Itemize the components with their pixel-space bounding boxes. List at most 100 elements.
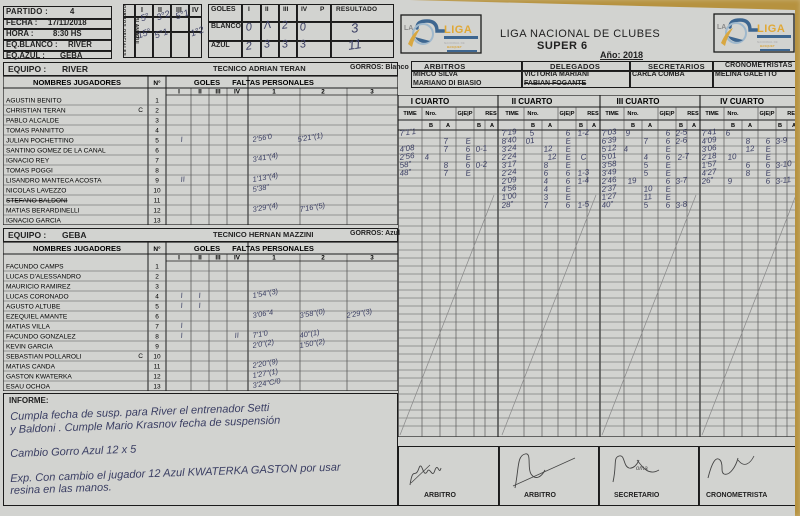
svg-text:7: 7: [155, 158, 159, 165]
svg-text:3'29"(4): 3'29"(4): [252, 201, 279, 214]
svg-text:2'29"(3): 2'29"(3): [345, 307, 373, 321]
svg-text:MATIAS VILLA: MATIAS VILLA: [6, 324, 50, 331]
svg-text:RES: RES: [687, 111, 699, 117]
svg-text:GOLES: GOLES: [194, 78, 220, 87]
svg-text:LIGA: LIGA: [757, 23, 785, 35]
svg-text:RES: RES: [485, 111, 497, 117]
svg-text:Nro.: Nro.: [727, 111, 739, 117]
svg-text:N°: N°: [153, 245, 161, 253]
svg-text:8: 8: [155, 334, 159, 341]
svg-text:2-6: 2-6: [674, 135, 688, 146]
svg-text:LISANDRO MANTECA ACOSTA: LISANDRO MANTECA ACOSTA: [6, 178, 102, 185]
svg-text:2-7: 2-7: [676, 151, 690, 162]
svg-text:40": 40": [601, 199, 615, 210]
svg-text:I CUARTO: I CUARTO: [411, 97, 450, 106]
svg-text:I: I: [180, 331, 183, 340]
svg-text:6: 6: [155, 314, 159, 321]
svg-text:Nro.: Nro.: [527, 111, 539, 117]
svg-text:C: C: [138, 353, 143, 360]
svg-text:5'38": 5'38": [252, 182, 270, 194]
svg-text:3: 3: [370, 255, 374, 262]
svg-text:TIME: TIME: [505, 111, 519, 117]
svg-text:5: 5: [155, 304, 159, 311]
svg-text:GOLES: GOLES: [194, 244, 220, 253]
svg-text:5: 5: [155, 138, 159, 145]
svg-text:A: A: [446, 123, 450, 129]
svg-text:4: 4: [155, 128, 159, 135]
svg-text:B: B: [477, 123, 481, 129]
svg-text:II CUARTO: II CUARTO: [512, 97, 553, 106]
svg-text:Nro.: Nro.: [627, 111, 639, 117]
svg-text:MATIAS BERARDINELLI: MATIAS BERARDINELLI: [6, 208, 80, 215]
svg-text:4: 4: [155, 294, 159, 301]
svg-text:I: I: [180, 291, 183, 300]
svg-text:3: 3: [155, 118, 159, 125]
svg-text:IV CUARTO: IV CUARTO: [720, 97, 764, 106]
svg-text:3: 3: [155, 284, 159, 291]
svg-text:13: 13: [153, 218, 161, 225]
svg-text:RES: RES: [587, 111, 599, 117]
svg-text:1: 1: [155, 264, 159, 271]
svg-text:II: II: [180, 174, 185, 183]
svg-text:3-9: 3-9: [775, 135, 788, 146]
svg-text:3'58"(0): 3'58"(0): [299, 307, 326, 320]
svg-text:G|E|P: G|E|P: [560, 111, 575, 117]
svg-text:IV: IV: [234, 255, 241, 262]
svg-text:2: 2: [321, 255, 325, 262]
svg-text:E: E: [465, 168, 472, 178]
svg-text:12: 12: [153, 208, 161, 215]
svg-text:3'06"4: 3'06"4: [252, 307, 274, 319]
svg-text:28": 28": [500, 199, 515, 210]
svg-text:1: 1: [272, 255, 276, 262]
svg-text:TIME: TIME: [705, 111, 719, 117]
svg-text:I: I: [180, 321, 183, 330]
svg-text:12: 12: [153, 374, 161, 381]
svg-text:IGNACIO REY: IGNACIO REY: [6, 158, 50, 165]
svg-text:AGUSTIN BENITO: AGUSTIN BENITO: [6, 98, 62, 105]
svg-text:B: B: [731, 123, 735, 129]
svg-text:9: 9: [155, 178, 159, 185]
svg-text:II: II: [198, 89, 202, 96]
svg-text:7'1'1: 7'1'1: [399, 127, 416, 138]
svg-text:A: A: [592, 123, 596, 129]
svg-text:IGNACIO GARCIA: IGNACIO GARCIA: [6, 218, 62, 225]
svg-text:SANTINO GOMEZ DE LA CANAL: SANTINO GOMEZ DE LA CANAL: [6, 148, 106, 155]
svg-text:LUCAS CORONADO: LUCAS CORONADO: [6, 294, 69, 301]
svg-text:A: A: [648, 123, 652, 129]
svg-text:N°: N°: [153, 79, 161, 87]
svg-text:3-8: 3-8: [675, 199, 688, 210]
svg-text:II: II: [198, 255, 202, 262]
svg-text:I: I: [180, 135, 183, 144]
svg-text:LA: LA: [717, 24, 726, 31]
svg-text:11: 11: [154, 198, 161, 205]
svg-text:3: 3: [370, 89, 374, 96]
svg-text:IV: IV: [234, 89, 241, 96]
svg-text:1-5: 1-5: [577, 199, 590, 210]
svg-text:12: 12: [745, 144, 756, 154]
svg-text:LIGA: LIGA: [444, 24, 472, 36]
svg-text:A: A: [490, 123, 494, 129]
svg-text:10: 10: [153, 188, 161, 195]
svg-text:A: A: [548, 123, 552, 129]
svg-text:I: I: [180, 301, 183, 310]
svg-text:1: 1: [155, 98, 159, 105]
svg-text:TIME: TIME: [605, 111, 619, 117]
svg-text:C: C: [580, 152, 587, 162]
svg-text:B: B: [631, 123, 635, 129]
svg-text:3'41"(4): 3'41"(4): [252, 151, 279, 164]
svg-text:MAURICIO RAMIREZ: MAURICIO RAMIREZ: [6, 284, 70, 291]
svg-text:BASQUET: BASQUET: [760, 44, 775, 48]
svg-text:G|E|P: G|E|P: [660, 111, 675, 117]
svg-text:1-4: 1-4: [577, 175, 590, 186]
svg-text:JULIAN POCHETTINO: JULIAN POCHETTINO: [6, 138, 74, 145]
svg-text:II: II: [234, 330, 239, 339]
svg-text:B: B: [778, 123, 782, 129]
svg-text:48": 48": [399, 167, 413, 178]
svg-text:11: 11: [154, 364, 161, 371]
svg-text:9: 9: [155, 344, 159, 351]
svg-text:III CUARTO: III CUARTO: [617, 97, 660, 106]
svg-text:G|E|P: G|E|P: [760, 111, 775, 117]
svg-text:LA: LA: [404, 25, 413, 32]
svg-text:3-11: 3-11: [775, 175, 792, 186]
svg-text:KEVIN GARCIA: KEVIN GARCIA: [6, 344, 54, 351]
